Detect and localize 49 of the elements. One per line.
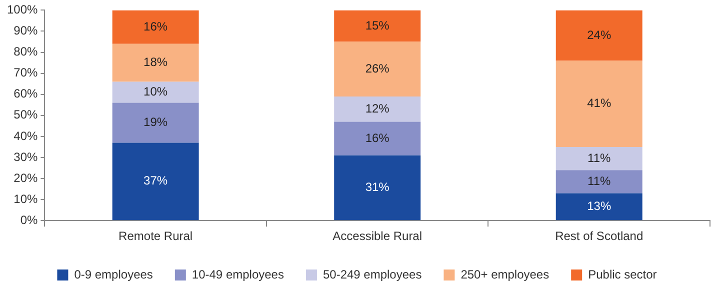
data-label: 13% <box>587 198 612 213</box>
bar <box>556 146 642 170</box>
bar <box>112 142 199 220</box>
bar <box>112 10 199 44</box>
x-tick-label: Remote Rural <box>118 229 193 244</box>
data-label: 24% <box>587 28 612 42</box>
data-label: 12% <box>365 101 390 116</box>
data-label: 16% <box>365 130 390 145</box>
bar <box>334 155 421 220</box>
y-tick-label: 50% <box>14 108 38 122</box>
y-tick-label: 20% <box>14 170 38 185</box>
bar <box>112 102 199 143</box>
bar <box>556 10 642 61</box>
bar <box>334 122 421 156</box>
bar <box>334 42 421 96</box>
data-label: 16% <box>144 19 168 34</box>
y-tick-label: 70% <box>14 66 38 80</box>
bar <box>112 82 199 103</box>
data-label: 19% <box>144 115 168 130</box>
y-tick-label: 90% <box>14 24 38 38</box>
data-label: 41% <box>587 96 612 110</box>
legend-label: 50-249 employees <box>322 267 422 282</box>
data-label: 18% <box>144 55 168 70</box>
legend-label: 250+ employees <box>460 267 550 282</box>
y-tick-label: 10% <box>14 192 38 206</box>
bar <box>334 96 421 122</box>
y-tick-label: 100% <box>6 2 38 17</box>
data-label: 15% <box>365 18 390 32</box>
data-label: 11% <box>588 150 611 165</box>
x-tick-label: Accessible Rural <box>332 229 422 244</box>
bar <box>556 193 642 220</box>
bar <box>112 44 199 82</box>
y-tick-label: 40% <box>14 128 38 143</box>
y-tick-label: 60% <box>14 86 38 101</box>
legend-label: 10-49 employees <box>192 267 284 282</box>
legend-label: 0-9 employees <box>74 267 153 282</box>
x-tick-label: Rest of Scotland <box>555 229 644 244</box>
y-tick-label: 0% <box>20 212 38 227</box>
bar <box>556 60 642 147</box>
legend-label: Public sector <box>588 267 657 282</box>
y-tick-label: 80% <box>14 44 38 59</box>
data-label: 31% <box>365 180 390 194</box>
data-label: 11% <box>588 174 611 188</box>
data-label: 26% <box>365 61 390 76</box>
data-label: 10% <box>144 84 168 99</box>
y-tick-label: 30% <box>14 150 38 164</box>
bar <box>334 10 421 42</box>
bar <box>556 170 642 194</box>
data-label: 37% <box>144 174 168 188</box>
